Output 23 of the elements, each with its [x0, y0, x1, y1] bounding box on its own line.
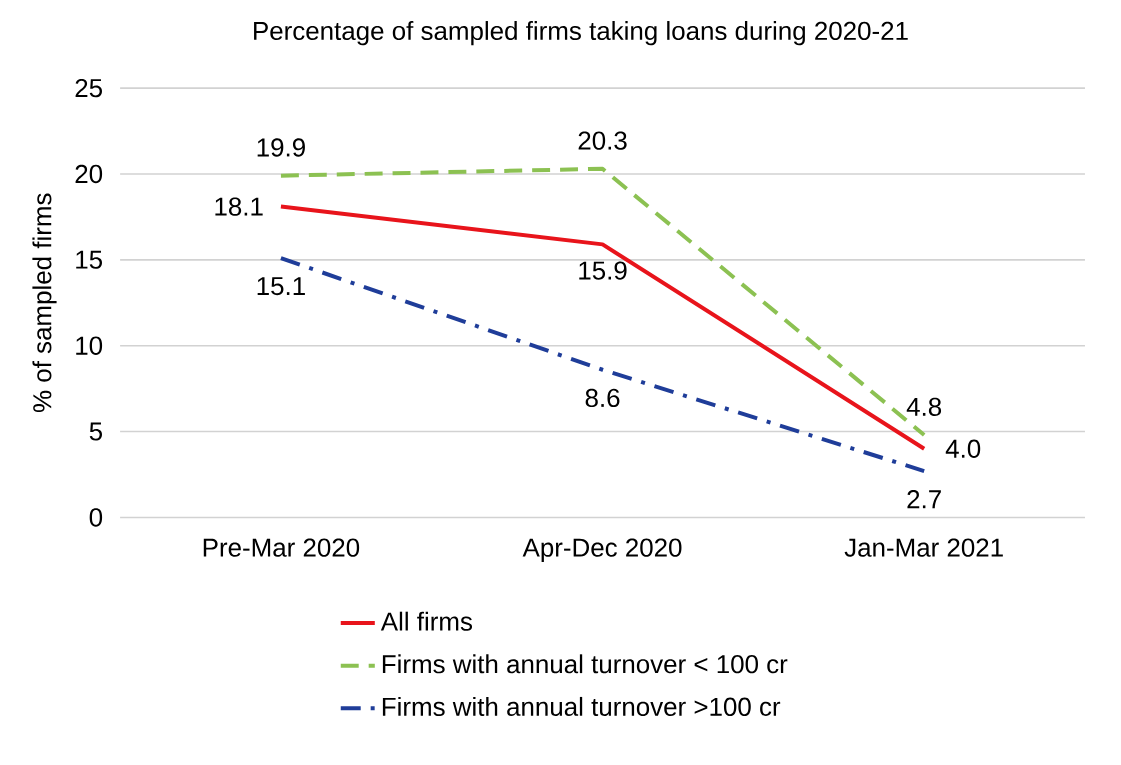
- data-label: 2.7: [907, 490, 941, 509]
- legend-label: Firms with annual turnover >100 cr: [382, 697, 781, 717]
- data-label: 20.3: [578, 131, 627, 150]
- y-tick-label: 25: [75, 79, 102, 98]
- data-label: 4.0: [945, 439, 981, 459]
- data-label: 4.8: [906, 397, 942, 417]
- y-tick-label: 20: [75, 164, 103, 184]
- y-tick-label: 10: [76, 336, 103, 356]
- y-tick-label: 0: [89, 508, 103, 527]
- data-label: 18.1: [215, 197, 263, 216]
- legend-label: All firms: [380, 611, 473, 631]
- y-tick-label: 15: [76, 250, 102, 270]
- data-label: 15.9: [579, 261, 627, 280]
- legend-label: Firms with annual turnover < 100 cr: [382, 654, 788, 674]
- x-tick-label: Jan-Mar 2021: [844, 538, 1003, 557]
- chart-title: Percentage of sampled firms taking loans during 2020-21: [254, 21, 908, 46]
- y-axis-title: % of sampled firms: [32, 193, 57, 413]
- data-label: 19.9: [257, 138, 305, 157]
- data-label: 15.1: [257, 277, 305, 296]
- x-tick-label: Apr-Dec 2020: [522, 538, 682, 563]
- x-tick-label: Pre-Mar 2020: [203, 538, 360, 557]
- data-label: 8.6: [585, 388, 620, 408]
- y-tick-label: 5: [89, 422, 102, 441]
